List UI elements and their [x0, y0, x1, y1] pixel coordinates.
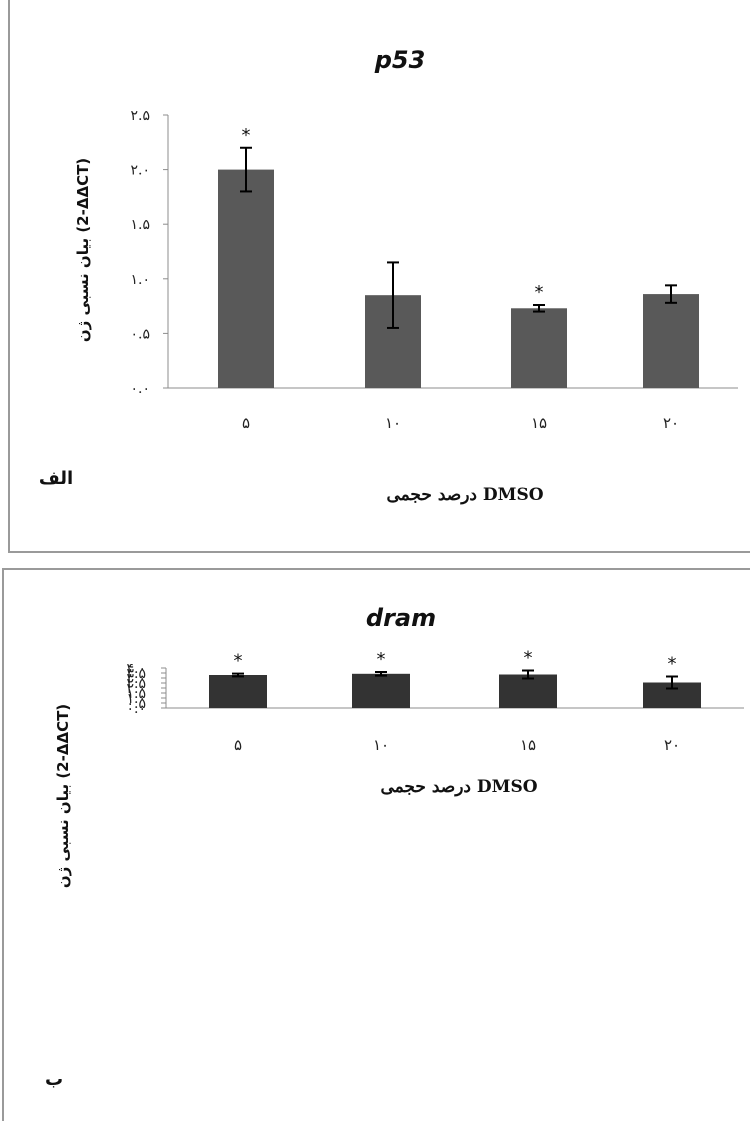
significance-marker: *: [524, 648, 533, 669]
bar: [218, 170, 274, 388]
y-tick-label: ۲.۰: [131, 163, 151, 179]
chart-title: p53: [374, 46, 426, 74]
chart-panel-p53: p53 ۰.۰ ۰.۵ ۱.۰ ۱.۵ ۲.۰ ۲.۵ * ۵ ۱۰ * ۱۵ ۲۰ درصد حجمی …: [8, 0, 750, 553]
x-axis-title: درصد حجمی DMSO: [386, 485, 543, 505]
significance-marker: *: [535, 282, 544, 303]
bar: [209, 675, 267, 708]
y-tick-label: ۱.۰: [131, 272, 151, 288]
bar: [352, 674, 410, 708]
y-tick-label: ۰.۵: [131, 326, 151, 342]
x-category-label: ۵: [234, 736, 242, 754]
panel-letter: ب: [45, 1069, 63, 1090]
y-tick-label: ۱.۵: [131, 217, 151, 233]
y-axis-title: بیان نسبی ژن (2-ΔΔCT): [54, 704, 72, 888]
x-category-label: ۲۰: [664, 736, 680, 754]
x-category-label: ۱۵: [531, 414, 547, 432]
bar: [511, 308, 567, 388]
x-axis-title: درصد حجمی DMSO: [380, 777, 537, 797]
x-category-label: ۱۰: [385, 414, 401, 432]
y-tick-label: ۰.۰: [131, 381, 151, 397]
p53-bar-chart: p53 ۰.۰ ۰.۵ ۱.۰ ۱.۵ ۲.۰ ۲.۵ * ۵ ۱۰ * ۱۵ ۲۰ درصد حجمی …: [10, 0, 750, 551]
y-tick-label: ۴.۰: [127, 661, 147, 677]
panel-letter: الف: [39, 468, 73, 489]
significance-marker: *: [242, 125, 251, 146]
y-axis-title: بیان نسبی ژن (2-ΔΔCT): [74, 158, 92, 342]
x-category-label: ۲۰: [663, 414, 679, 432]
bar: [643, 294, 699, 388]
bar: [499, 675, 557, 709]
x-category-label: ۵: [242, 414, 250, 432]
x-category-label: ۱۰: [373, 736, 389, 754]
x-category-label: ۱۵: [520, 736, 536, 754]
significance-marker: *: [377, 649, 386, 670]
y-tick-label: ۲.۵: [131, 108, 151, 124]
significance-marker: *: [668, 654, 677, 675]
significance-marker: *: [234, 651, 243, 672]
chart-title: dram: [366, 604, 436, 632]
chart-panel-dram: dram ۰.۰ ۰.۵ ۱.۰ ۱.۵ ۲.۰ ۲.۵ ۳.۰ ۳.۵ ۴.۰ * ۵ * ۱۰ * ۱۵ *…: [2, 568, 750, 1121]
